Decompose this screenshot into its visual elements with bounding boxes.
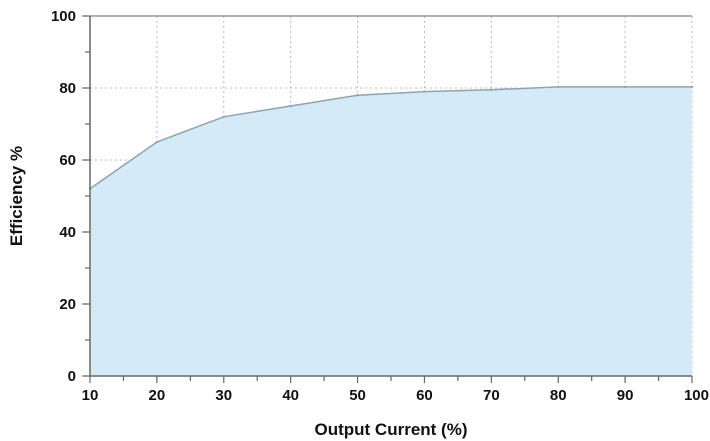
- x-tick-labels: 10 20 30 40 50 60 70 80 90 100: [82, 387, 709, 404]
- data-point: [690, 85, 694, 89]
- x-tick-label: 30: [215, 387, 232, 404]
- x-tick-label: 50: [349, 387, 366, 404]
- x-axis-title: Output Current (%): [315, 420, 468, 439]
- data-point: [356, 94, 359, 97]
- data-point: [557, 85, 560, 89]
- data-point: [222, 115, 225, 119]
- x-tick-label: 100: [684, 387, 709, 404]
- x-tick-label: 70: [483, 387, 500, 404]
- x-tick-label: 80: [550, 387, 567, 404]
- data-point: [490, 88, 493, 92]
- x-tick-label: 60: [416, 387, 433, 404]
- y-tick-label: 100: [51, 8, 76, 25]
- efficiency-line: [89, 86, 692, 190]
- efficiency-area: [90, 86, 692, 377]
- y-tick-labels: 0 20 40 60 80 100: [51, 8, 76, 385]
- y-tick-label: 60: [59, 152, 76, 169]
- y-axis-title: Efficiency %: [7, 146, 26, 246]
- y-tick-label: 20: [59, 296, 76, 313]
- y-tick-label: 40: [59, 224, 76, 241]
- data-point: [623, 85, 627, 89]
- x-tick-label: 90: [617, 387, 634, 404]
- x-tick-label: 40: [282, 387, 299, 404]
- data-point: [289, 104, 292, 108]
- x-tick-label: 20: [149, 387, 166, 404]
- data-point: [155, 140, 159, 144]
- x-tick-label: 10: [82, 387, 99, 404]
- data-point: [423, 90, 426, 93]
- y-tick-label: 0: [68, 368, 76, 385]
- axes: [82, 15, 693, 383]
- y-tick-label: 80: [59, 80, 76, 97]
